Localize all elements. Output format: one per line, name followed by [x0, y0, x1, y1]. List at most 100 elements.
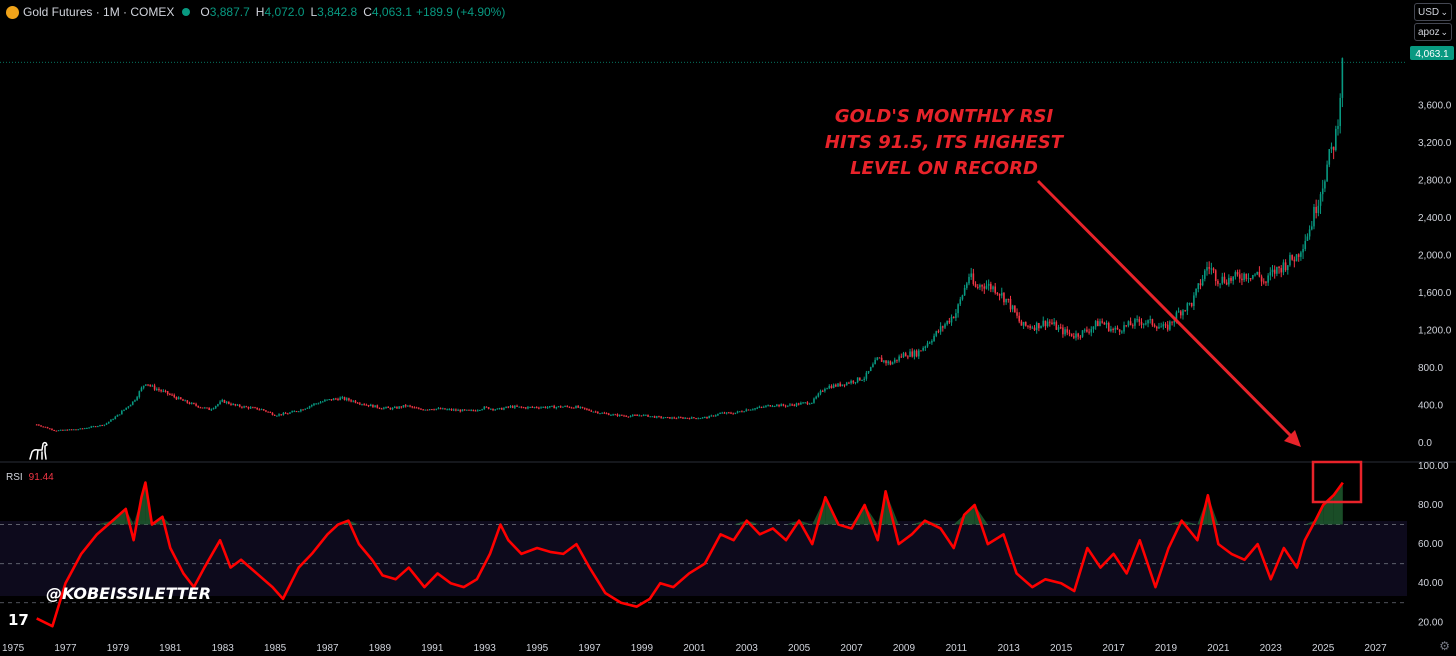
candle-body	[1112, 329, 1114, 331]
candle-body	[679, 417, 682, 419]
candle-body	[289, 412, 291, 414]
candle-body	[103, 424, 106, 426]
symbol-title[interactable]: Gold Futures · 1M · COMEX	[23, 5, 175, 19]
candle-body	[142, 385, 145, 388]
candle-body	[1337, 126, 1339, 129]
candle-body	[546, 407, 549, 409]
candle-body	[1059, 327, 1062, 329]
candle-body	[625, 415, 628, 417]
candle-body	[433, 409, 435, 411]
candle-body	[193, 402, 195, 404]
candle-body	[415, 407, 418, 409]
candle-body	[1230, 277, 1232, 281]
candle-body	[719, 413, 721, 415]
candle-body	[673, 417, 676, 419]
candle-body	[664, 417, 667, 419]
rsi-pane	[36, 481, 1344, 628]
rsi-overbought-fill	[812, 497, 826, 525]
candle-body	[332, 398, 335, 401]
candle-body	[968, 276, 970, 284]
candle-body	[1212, 268, 1215, 271]
candle-body	[1317, 205, 1320, 214]
candle-body	[789, 404, 791, 406]
candle-body	[1177, 311, 1180, 313]
candle-body	[1051, 322, 1053, 325]
candle-body	[1107, 323, 1110, 332]
candle-body	[72, 429, 75, 431]
candle-body	[166, 391, 169, 395]
candle-body	[529, 406, 531, 408]
candle-body	[767, 405, 769, 407]
candle-body	[845, 382, 848, 386]
candle-body	[112, 419, 114, 421]
highlight-box	[1311, 460, 1363, 504]
candle-body	[1153, 325, 1156, 327]
candle-body	[145, 384, 147, 386]
candle-body	[345, 398, 348, 400]
candle-body	[1252, 275, 1254, 279]
candle-body	[815, 396, 817, 399]
candle-body	[1284, 262, 1287, 271]
candle-body	[378, 407, 381, 409]
rsi-tick-label: 20.00	[1418, 617, 1443, 628]
candle-body	[581, 406, 584, 408]
candle-body	[219, 401, 221, 405]
candle-body	[887, 361, 890, 364]
candle-body	[601, 412, 603, 414]
candle-body	[1208, 267, 1210, 269]
candle-body	[483, 406, 486, 410]
rsi-legend[interactable]: RSI 91.44	[6, 472, 54, 483]
candle-body	[514, 405, 516, 408]
candle-body	[444, 408, 446, 410]
candle-body	[38, 424, 40, 426]
candle-body	[1206, 267, 1208, 271]
candle-body	[1267, 275, 1269, 283]
candle-body	[68, 429, 71, 431]
candle-body	[553, 405, 555, 409]
candle-body	[455, 409, 457, 411]
candle-body	[1022, 321, 1025, 326]
x-tick-label: 2011	[946, 643, 968, 654]
candle-body	[1031, 327, 1034, 329]
candle-body	[524, 407, 527, 409]
rsi-line	[36, 481, 1344, 628]
candle-body	[81, 428, 84, 430]
candle-body	[313, 403, 315, 406]
candle-body	[786, 405, 789, 407]
dinosaur-icon[interactable]	[28, 440, 50, 462]
candle-body	[952, 316, 955, 319]
candle-body	[826, 388, 828, 390]
candle-body	[110, 419, 112, 422]
candle-body	[356, 402, 359, 404]
candle-body	[959, 299, 962, 305]
candle-body	[922, 347, 924, 351]
scale-select[interactable]: apoz ⌄	[1414, 23, 1452, 41]
candle-body	[749, 409, 752, 411]
candle-body	[835, 384, 837, 387]
candle-body	[1324, 181, 1326, 189]
high-value: 4,072.0	[264, 5, 305, 19]
candle-body	[256, 407, 259, 410]
candle-body	[806, 402, 809, 405]
candle-body	[448, 409, 451, 411]
candle-body	[1090, 329, 1093, 333]
candle-body	[280, 414, 283, 416]
candle-body	[121, 410, 123, 415]
close-value: 4,063.1	[371, 5, 412, 19]
candle-body	[594, 411, 597, 413]
candle-body	[1086, 329, 1088, 332]
candle-body	[970, 273, 972, 277]
candle-body	[850, 380, 852, 384]
x-tick-label: 2013	[998, 643, 1021, 654]
rsi-tick-label: 60.00	[1418, 539, 1443, 550]
candle-body	[363, 404, 365, 406]
currency-select[interactable]: USD ⌄	[1414, 3, 1452, 21]
candle-body	[42, 426, 45, 428]
gear-icon[interactable]: ⚙	[1439, 639, 1450, 653]
candle-body	[1164, 324, 1167, 326]
candle-body	[649, 416, 652, 418]
candle-body	[1125, 325, 1128, 327]
candle-body	[1149, 319, 1152, 321]
candle-body	[708, 416, 710, 419]
candle-body	[1256, 271, 1259, 275]
